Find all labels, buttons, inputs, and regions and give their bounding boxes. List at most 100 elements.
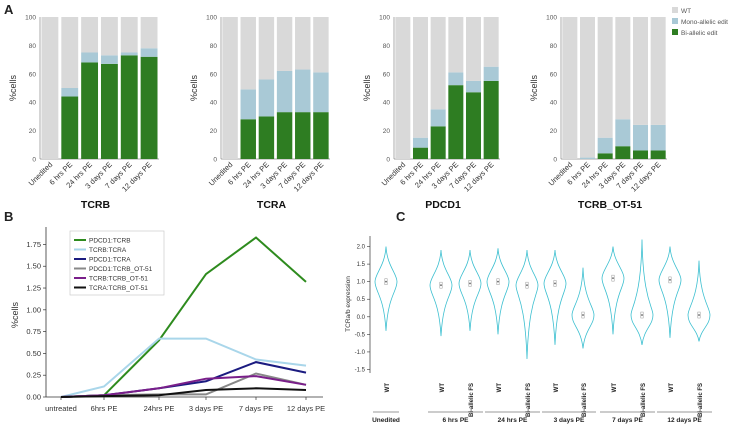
y-tick-label: 40 (383, 100, 391, 107)
violin-box (611, 274, 615, 282)
bar-bi-allelic-edit (412, 147, 429, 159)
group-label: 3 days PE (554, 417, 585, 424)
y-tick-label: 80 (210, 43, 218, 50)
violin-median (440, 284, 442, 287)
violin-label: WT (669, 383, 675, 393)
violin-box (496, 278, 500, 285)
violin-shape (601, 246, 625, 335)
legend-label: PDCD1:TCRB_OT-51 (89, 266, 153, 273)
violin-shape (543, 250, 567, 345)
violin-box (384, 278, 388, 285)
violin-median (698, 314, 700, 316)
bar-wt (140, 17, 158, 49)
bar-mono-allelic-edit (100, 55, 118, 64)
y-tick-label: 0 (386, 157, 390, 164)
violin-shape (571, 267, 595, 349)
violin-box (668, 276, 672, 284)
bar-wt (562, 17, 578, 159)
bar-bi-allelic-edit (240, 119, 256, 159)
violin-box (525, 281, 529, 289)
legend-label: TCRA:TCRB_OT-51 (89, 285, 148, 292)
x-tick-label: 6hrs PE (91, 404, 118, 413)
x-tick-label: 7 days PE (239, 404, 273, 413)
violin-label: WT (440, 383, 446, 393)
group-label: Unedited (372, 417, 400, 424)
legend-label: Bi-allelic edit (681, 30, 718, 37)
bar-wt (483, 17, 499, 67)
group-label: 7 days PE (612, 417, 643, 424)
y-tick-label: 20 (550, 128, 558, 135)
violin-median (469, 282, 471, 285)
bar-mono-allelic-edit (412, 137, 429, 148)
bar-wt (412, 17, 429, 138)
bar-wt (632, 17, 649, 125)
panel-label-b: B (4, 209, 13, 224)
bar-mono-allelic-edit (579, 157, 596, 159)
chart-title: PDCD1 (425, 199, 461, 211)
violin-label: Bi-allelic FS (641, 383, 647, 417)
y-tick-label: 60 (29, 71, 37, 78)
bar-wt (448, 17, 464, 73)
bar-bi-allelic-edit (650, 150, 666, 159)
violin-median (641, 314, 643, 316)
violin-box (581, 311, 585, 319)
y-tick-label: -1.0 (355, 350, 366, 356)
bar-bi-allelic-edit (483, 80, 499, 159)
y-tick-label: 1.0 (357, 280, 366, 286)
violin-shape (515, 250, 539, 359)
bar-bi-allelic-edit (465, 92, 482, 159)
y-tick-label: 40 (210, 100, 218, 107)
y-tick-label: 1.75 (26, 240, 41, 249)
violin-median (582, 314, 584, 316)
violin-shape (429, 250, 453, 337)
y-axis-label: TCRa/b expression (345, 276, 352, 332)
legend-box (69, 230, 165, 296)
bar-mono-allelic-edit (295, 69, 311, 113)
y-tick-label: 100 (546, 15, 557, 22)
violin-box (553, 280, 557, 287)
violin-median (385, 280, 387, 283)
bar-mono-allelic-edit (313, 72, 329, 113)
bar-wt (61, 17, 79, 88)
y-tick-label: 0.75 (26, 327, 41, 336)
violin-box (468, 280, 472, 287)
violin-box (439, 281, 443, 289)
bar-mono-allelic-edit (632, 124, 649, 151)
legend-swatch (672, 7, 678, 13)
y-tick-label: 1.25 (26, 284, 41, 293)
y-tick-label: -1.5 (355, 367, 366, 373)
x-tick-label: 3 days PE (189, 404, 223, 413)
chart-title: TCRB (81, 199, 111, 211)
y-tick-label: 0.25 (26, 371, 41, 380)
bar-mono-allelic-edit (61, 88, 79, 97)
bar-bi-allelic-edit (276, 112, 293, 159)
legend-swatch (672, 29, 678, 35)
group-label: 24 hrs PE (498, 417, 528, 424)
bar-bi-allelic-edit (295, 112, 311, 159)
bar-mono-allelic-edit (615, 119, 631, 147)
bar-bi-allelic-edit (100, 63, 118, 159)
bar-wt (276, 17, 293, 71)
y-tick-label: 0 (213, 157, 217, 164)
y-tick-label: 80 (29, 43, 37, 50)
y-tick-label: 20 (383, 128, 391, 135)
bar-mono-allelic-edit (430, 109, 446, 127)
legend-label: PDCD1:TCRB (89, 238, 131, 245)
y-tick-label: -0.5 (355, 332, 366, 338)
bar-bi-allelic-edit (430, 126, 446, 159)
bar-mono-allelic-edit (276, 70, 293, 113)
violin-box (697, 311, 701, 319)
chart-title: TCRA (257, 199, 287, 211)
bar-wt (430, 17, 446, 110)
y-tick-label: 100 (379, 15, 390, 22)
y-tick-label: 0.50 (26, 349, 41, 358)
y-tick-label: 60 (210, 71, 218, 78)
bar-wt (240, 17, 256, 90)
violin-label: Bi-allelic FS (526, 383, 532, 417)
chart-title: TCRB_OT-51 (578, 199, 642, 211)
y-tick-label: 60 (550, 71, 558, 78)
x-tick-label: 12 days PE (287, 404, 325, 413)
bar-mono-allelic-edit (448, 72, 464, 86)
